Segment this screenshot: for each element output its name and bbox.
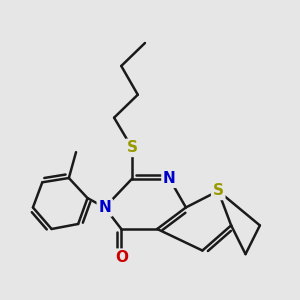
Text: S: S	[213, 183, 224, 198]
Text: S: S	[127, 140, 137, 155]
Text: O: O	[115, 250, 128, 265]
Text: N: N	[98, 200, 111, 215]
Text: N: N	[163, 171, 176, 186]
